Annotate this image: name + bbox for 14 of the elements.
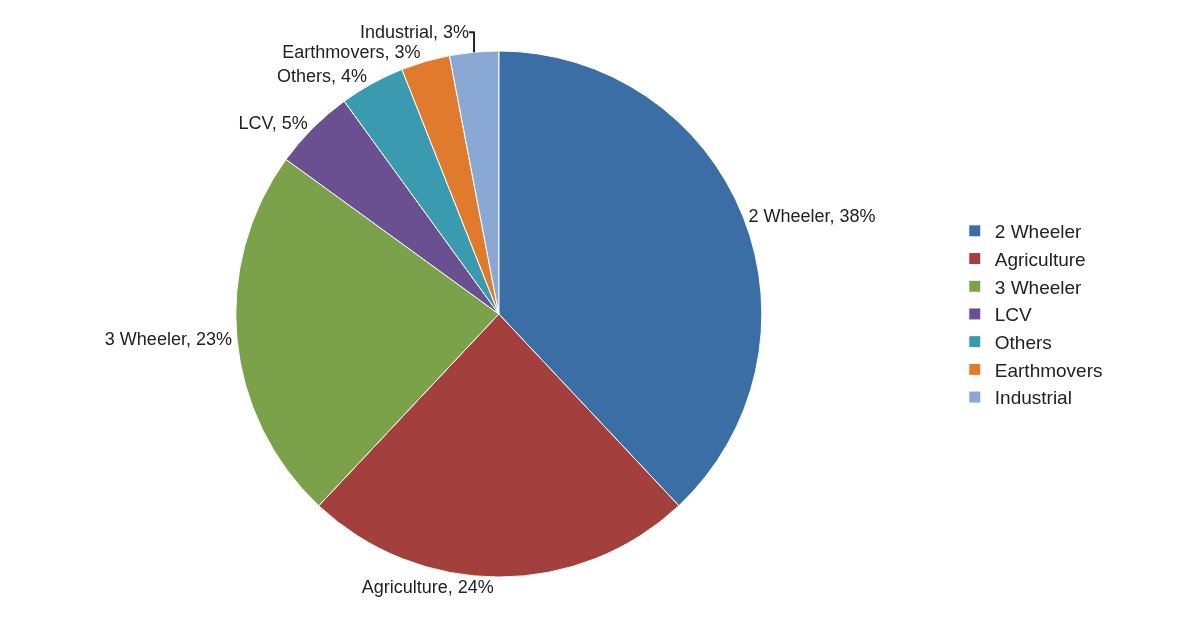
data-label: 3 Wheeler, 23%	[104, 328, 232, 349]
legend-label: 3 Wheeler	[994, 276, 1083, 298]
data-label: Earthmovers, 3%	[282, 42, 421, 63]
legend-label: 2 Wheeler	[994, 221, 1083, 243]
legend-label: Others	[994, 332, 1052, 354]
data-label: Industrial, 3%	[359, 22, 470, 43]
legend-label: Earthmovers	[994, 359, 1103, 381]
data-label: 2 Wheeler, 38%	[748, 205, 876, 226]
data-label: LCV, 5%	[238, 113, 308, 133]
data-label: Others, 4%	[277, 65, 368, 86]
legend-label: Agriculture	[994, 248, 1086, 270]
legend-label: Industrial	[994, 387, 1072, 409]
legend-label: LCV	[994, 304, 1033, 326]
data-label: Agriculture, 24%	[361, 577, 494, 598]
